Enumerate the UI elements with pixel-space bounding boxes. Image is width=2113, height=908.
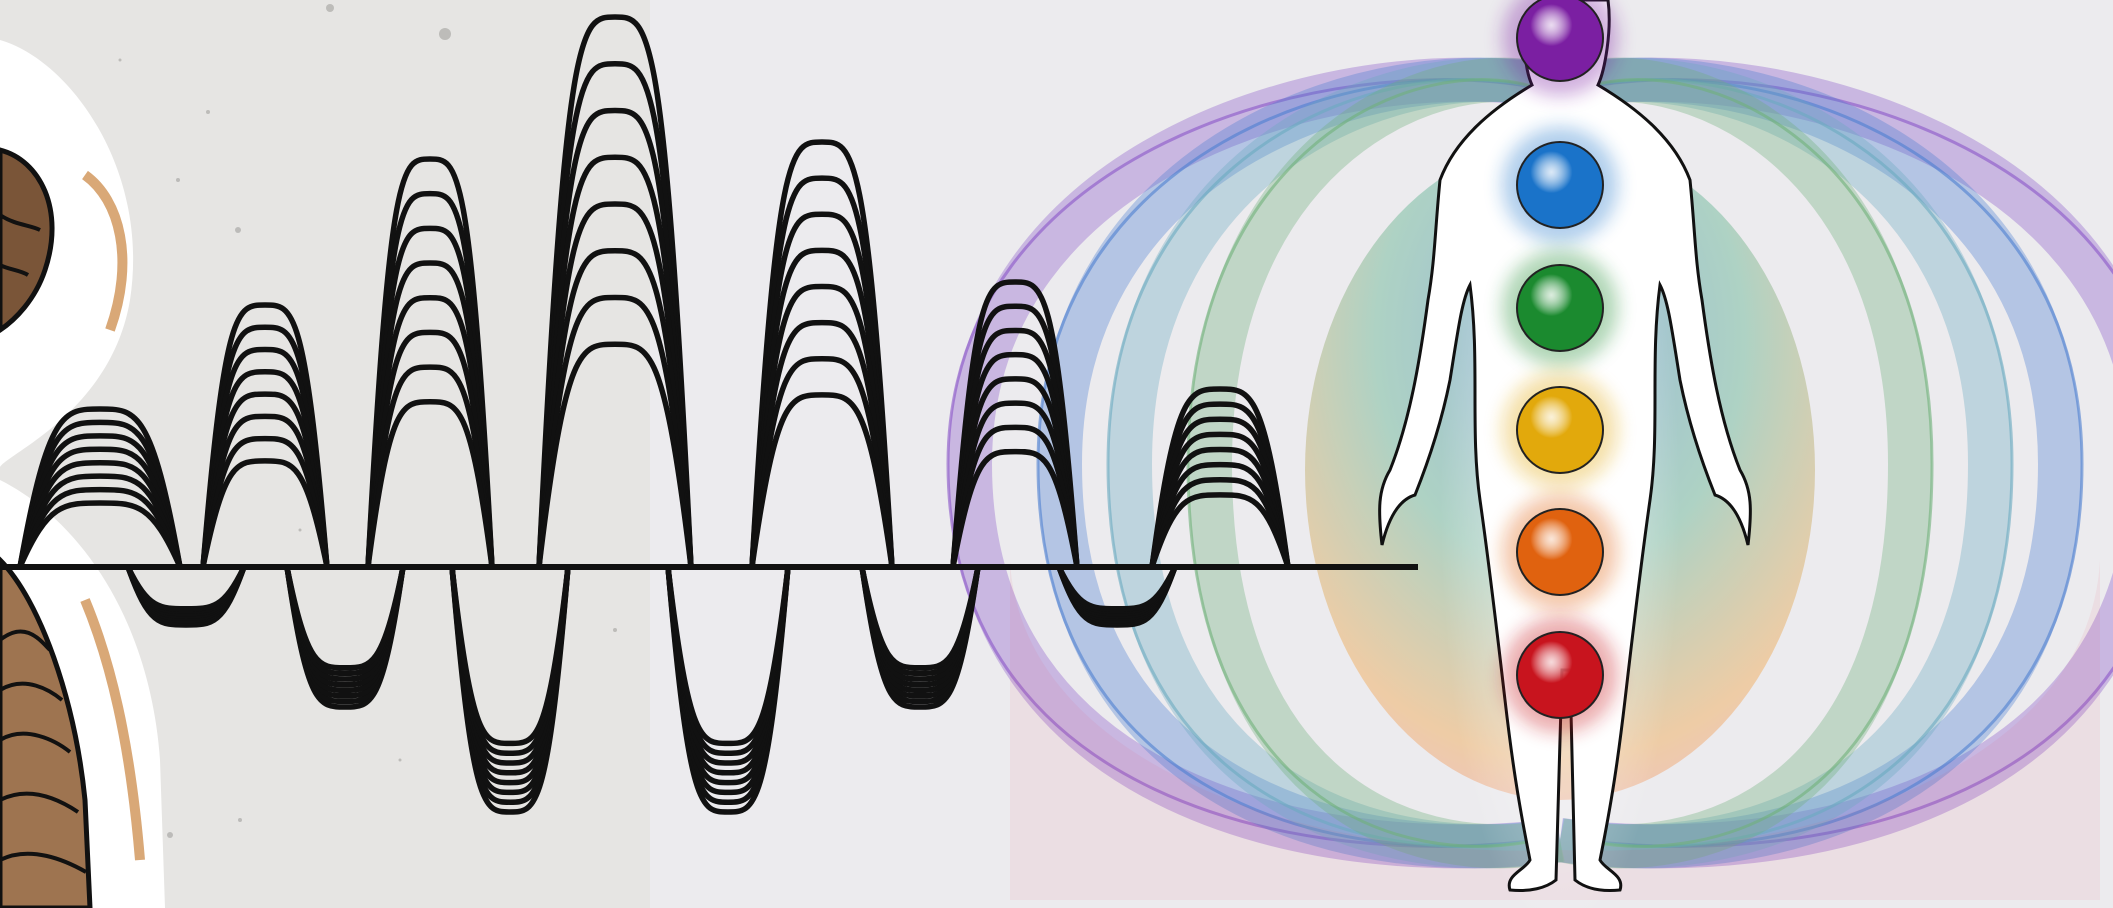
aura-loop-edge [1581,78,1934,848]
aura-warm-tint [1010,560,2100,900]
aura-loop [1107,57,1566,869]
chakra-orb-icon [1502,127,1618,243]
aura-loop-edge [1106,78,1539,848]
wave-line [15,201,1291,776]
aura-loop-edge [1186,78,1539,848]
aura-loop-edge [1581,78,2084,848]
aura-loop [1554,57,2013,869]
chakra-column [1502,0,1618,733]
wave-line [15,61,1291,805]
wave-line [15,154,1291,786]
chakra-orb-icon [1502,0,1618,96]
aura-loop-edge [1581,78,2014,848]
wave-line [15,248,1291,766]
aura-loop [1553,57,1933,869]
wood-decoration [0,40,165,908]
chakra-orb-icon [1502,494,1618,610]
chakra-orb-icon [1502,250,1618,366]
aura-loop-edge [946,78,1539,848]
aura-loop-edge [1581,78,2113,848]
wave-line [15,294,1291,756]
chakra-orb-icon [1502,372,1618,488]
wave-line [15,14,1291,815]
aura-loop-edge [1036,78,1539,848]
chakra-orb-icon [1502,617,1618,733]
aura-loop [1555,57,2113,869]
wave-bundle-icon [15,14,1291,815]
wave-line [15,341,1291,747]
wave-line [15,107,1291,796]
aura-loop [1555,57,2083,869]
